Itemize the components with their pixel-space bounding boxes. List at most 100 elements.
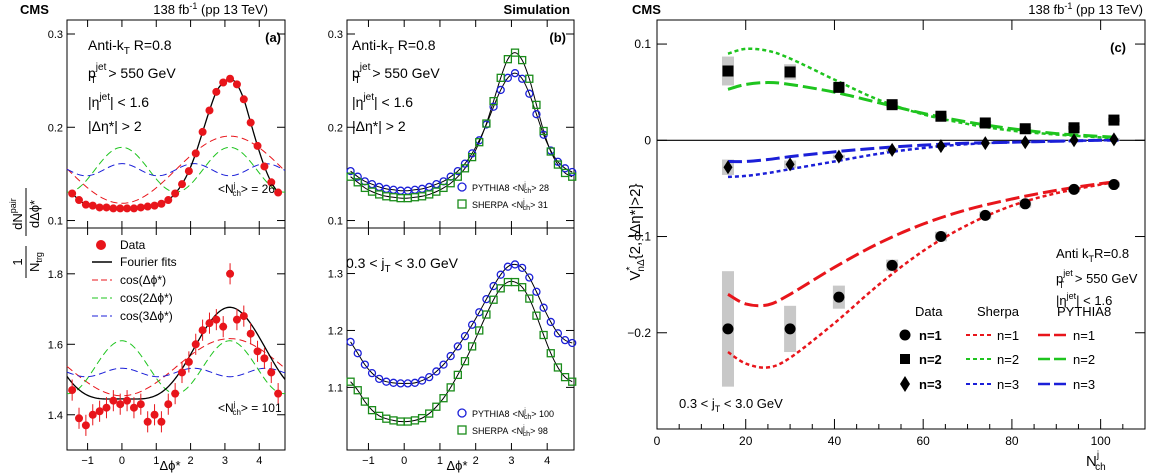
a-bottom-data-point [184, 357, 193, 366]
c-n2-data-point [833, 81, 845, 93]
b-bottom-sherpa-point [532, 311, 541, 320]
b-bottom-sherpa-point [432, 402, 441, 411]
a-bottom-cos3-curve [66, 367, 286, 378]
b-xlabel: Δϕ* [446, 458, 467, 473]
b-bottom-sherpa-point [539, 330, 548, 340]
b-bottom-pythia-point [425, 372, 434, 382]
panel-a-legend: Data Fourier fits cos(Δϕ*) cos(2Δϕ*) cos… [92, 238, 177, 323]
b-top-sherpa-point [489, 96, 498, 106]
a-bottom-data-point [109, 396, 118, 405]
c-pythia-n1-curve [727, 180, 1119, 308]
ylabel-ntrg: Ntrg [27, 252, 44, 272]
a-top-cos1-curve [66, 135, 286, 204]
b-top-pythia-point [532, 110, 541, 119]
c-x-tick-label: 100 [1091, 434, 1111, 448]
x-tick-label: 3 [222, 455, 228, 467]
c-n2-data-point [979, 117, 991, 129]
x-tick-label: 3 [508, 455, 514, 467]
b-bottom-frame [346, 227, 575, 451]
a-top-data-point [274, 188, 283, 197]
x-tick-label: 1 [437, 455, 443, 467]
b-top-sherpa-point [546, 147, 555, 156]
b-bottom-pythia-point [560, 335, 570, 345]
a-top-data-point [95, 203, 104, 212]
a-bottom-data-point [198, 326, 207, 335]
b-bottom-pythia-point [360, 360, 370, 369]
b-top-sherpa-point [503, 55, 513, 64]
b-top-sherpa-point [510, 48, 520, 57]
b-bottom-pythia-point [568, 338, 577, 348]
c-n2-data-point [784, 66, 796, 78]
a-bottom-data-point [81, 421, 90, 430]
b-legend-pythia-marker [457, 182, 467, 192]
b-legend-bottom: PYTHIA8 <Nj ch> 100 SHERPA <Nj ch> 98 [457, 408, 554, 438]
b-bottom-pythia-point [446, 351, 455, 361]
b-bottom-pythia-point [553, 329, 563, 338]
c-legend-header-pythia: PYTHIA8 [1057, 304, 1111, 319]
a-bottom-data-point [157, 417, 166, 426]
b-top-pythia-point [496, 85, 505, 95]
ylabel-dphi: dΔϕ* [27, 200, 42, 228]
c-n3-data-point [1069, 133, 1079, 148]
legend-fit-label: Fourier fits [120, 255, 177, 269]
b-bottom-sherpa-point [510, 277, 520, 287]
b-cut-eta: |ηjet| < 1.6 [352, 92, 413, 110]
a-bottom-data-point [191, 340, 200, 349]
y-tick-label: 0.1 [328, 216, 343, 228]
b-bottom-sherpa-point [346, 377, 355, 386]
a-top-data-point [157, 199, 166, 208]
b-top-sherpa-point [475, 138, 484, 147]
a-bottom-data-point [205, 319, 214, 328]
y-tick-label: 1.6 [48, 339, 63, 351]
c-legend-n1-marker [899, 329, 911, 341]
b-cut-jet: Anti-kT R=0.8 [352, 37, 436, 57]
c-sherpa-n3-curve [727, 138, 1119, 179]
panel-a-ylabel: 1 Ntrg dNpair dΔϕ* [8, 188, 44, 278]
x-tick-label: 0 [401, 455, 407, 467]
b-bottom-pythia-point [453, 342, 462, 351]
a-cut-jet: Anti-kT R=0.8 [88, 37, 172, 57]
c-n3-data-point [723, 160, 733, 175]
a-bottom-data-point [260, 354, 269, 363]
b-top-sherpa-point [525, 74, 534, 83]
b-top-sherpa-point [467, 152, 477, 162]
b-top-sherpa-point [482, 119, 491, 128]
panel-c: 0 20 40 60 80 100 −0.2 −0.1 0 0.1 [627, 19, 1146, 448]
a-bottom-data-point [88, 410, 97, 419]
b-bottom-sherpa-point [467, 342, 477, 351]
legend-cos1-label: cos(Δϕ*) [120, 273, 166, 287]
b-top-pythia-point [525, 89, 534, 98]
b-bottom-pythia-point [439, 360, 448, 369]
a-bottom-data-point [239, 312, 248, 321]
a-top-cos3-curve [66, 163, 286, 177]
c-n3-data-point [785, 157, 795, 172]
b-bottom-pythia-point [525, 273, 534, 282]
c-x-tick-label: 40 [828, 434, 842, 448]
c-legend-n3-pythia: n=3 [1073, 377, 1095, 392]
a-top-data-point [102, 203, 111, 212]
c-n2-data-point [1068, 122, 1080, 134]
c-x-tick-label: 60 [917, 434, 931, 448]
a-top-data-point [178, 180, 187, 189]
c-pythia-n2-curve [727, 81, 1119, 139]
c-n3-data-point [980, 136, 990, 151]
c-n3-data-point [834, 149, 844, 164]
b-top-pythia-point [489, 102, 498, 111]
b-bottom-sherpa-point [453, 370, 462, 380]
c-n2-data-point [1108, 114, 1120, 126]
a-bottom-data-point [123, 396, 132, 405]
a-top-data-point [184, 167, 193, 176]
a-top-data-point [68, 189, 77, 198]
a-nch-bottom: <Nj ch> = 101 [218, 400, 282, 417]
panel-b-tag: (b) [549, 30, 566, 45]
a-top-data-point [267, 178, 276, 187]
a-top-data-point [150, 201, 159, 210]
b-bottom-sherpa-point [439, 394, 448, 403]
c-n1-data-point [979, 209, 991, 221]
b-bottom-sherpa-point [475, 326, 484, 335]
a-top-data-point [123, 204, 132, 213]
c-x-tick-label: 0 [654, 434, 661, 448]
c-ylabel: V*nΔ{2, |Δη*|>2} [625, 184, 647, 281]
b-cut-deta: |Δη*| > 2 [352, 118, 406, 134]
b-top-pythia-point [568, 167, 577, 177]
